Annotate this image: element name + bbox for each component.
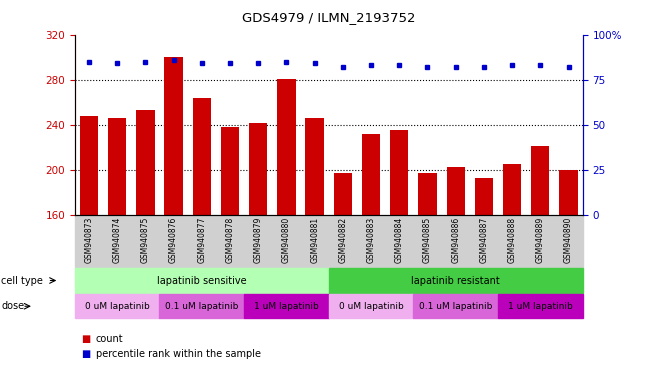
Bar xyxy=(362,134,380,384)
Text: 1 uM lapatinib: 1 uM lapatinib xyxy=(254,302,319,311)
Text: 0.1 uM lapatinib: 0.1 uM lapatinib xyxy=(165,302,238,311)
Bar xyxy=(108,118,126,384)
Text: GDS4979 / ILMN_2193752: GDS4979 / ILMN_2193752 xyxy=(242,12,415,25)
Bar xyxy=(419,173,437,384)
Text: lapatinib resistant: lapatinib resistant xyxy=(411,275,500,286)
Bar xyxy=(334,173,352,384)
Text: ■: ■ xyxy=(81,334,90,344)
Text: cell type: cell type xyxy=(1,275,43,286)
Bar xyxy=(305,118,324,384)
Bar xyxy=(503,164,521,384)
Bar xyxy=(447,167,465,384)
Text: count: count xyxy=(96,334,123,344)
Text: 0 uM lapatinib: 0 uM lapatinib xyxy=(85,302,150,311)
Text: ■: ■ xyxy=(81,349,90,359)
Bar xyxy=(559,170,577,384)
Text: 1 uM lapatinib: 1 uM lapatinib xyxy=(508,302,573,311)
Bar xyxy=(136,110,154,384)
Text: 0 uM lapatinib: 0 uM lapatinib xyxy=(339,302,404,311)
Bar xyxy=(249,122,268,384)
Bar xyxy=(277,79,296,384)
Text: 0.1 uM lapatinib: 0.1 uM lapatinib xyxy=(419,302,492,311)
Bar xyxy=(475,178,493,384)
Text: percentile rank within the sample: percentile rank within the sample xyxy=(96,349,260,359)
Bar xyxy=(221,127,239,384)
Bar xyxy=(165,57,183,384)
Text: lapatinib sensitive: lapatinib sensitive xyxy=(157,275,247,286)
Bar xyxy=(80,116,98,384)
Text: dose: dose xyxy=(1,301,25,311)
Bar xyxy=(193,98,211,384)
Bar xyxy=(531,146,549,384)
Bar xyxy=(390,131,408,384)
